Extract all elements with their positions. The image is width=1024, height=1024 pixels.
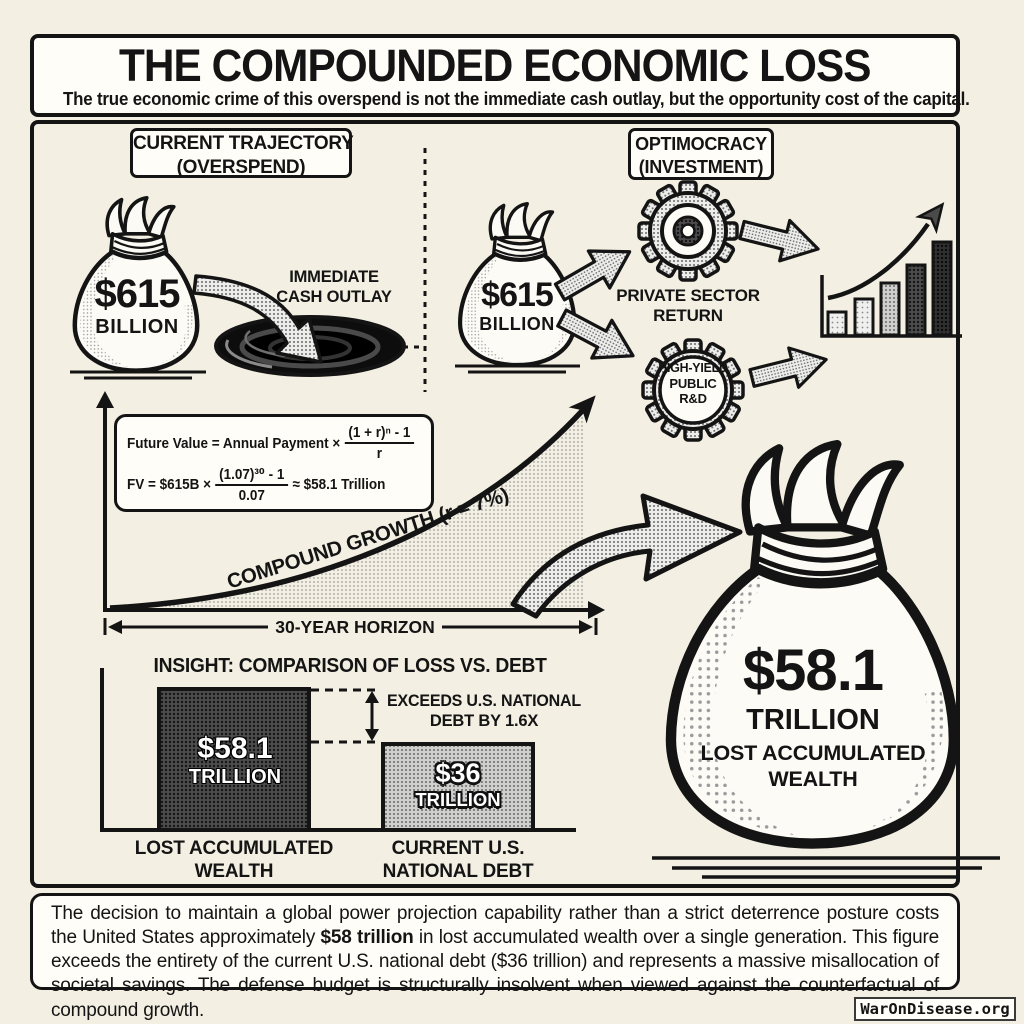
money-bag-615-right-icon	[455, 204, 580, 374]
insight-bar2-label: CURRENT U.S. NATIONAL DEBT	[382, 838, 534, 882]
money-bag-615-left-icon	[70, 198, 206, 380]
private-sector-return-label: PRIVATE SECTOR RETURN	[616, 286, 760, 326]
horizon-label: 30-YEAR HORIZON	[275, 617, 435, 637]
right-bag-amount: $615 BILLION	[450, 278, 584, 333]
optimocracy-line2: (INVESTMENT)	[638, 156, 764, 177]
current-trajectory-line2: (OVERSPEND)	[176, 156, 306, 178]
result-bag-unit: TRILLION	[746, 704, 880, 736]
title-panel: THE COMPOUNDED ECONOMIC LOSS The true ec…	[30, 34, 970, 117]
optimocracy-header: OPTIMOCRACY (INVESTMENT)	[628, 128, 774, 180]
future-value-formula-box: Future Value = Annual Payment × (1 + r)ⁿ…	[114, 414, 434, 512]
formula-line2: FV = $615B × (1.07)³⁰ - 1 0.07 ≈ $58.1 T…	[127, 465, 386, 504]
money-bag-result-icon	[652, 444, 1000, 879]
current-trajectory-header: CURRENT TRAJECTORY (OVERSPEND)	[130, 128, 354, 178]
panel-divider-dashed-line	[403, 148, 427, 392]
result-bag-amount: $58.1	[742, 638, 884, 703]
formula-line1: Future Value = Annual Payment × (1 + r)ⁿ…	[127, 424, 415, 462]
formula-line2-fraction: (1.07)³⁰ - 1 0.07	[215, 465, 288, 504]
main-diagram-panel	[30, 120, 960, 888]
left-bag-amount: $615 BILLION	[64, 274, 210, 337]
insight-title: INSIGHT: COMPARISON OF LOSS VS. DEBT	[153, 654, 547, 677]
gear-private-sector-icon	[637, 180, 739, 282]
right-bag-unit: BILLION	[479, 314, 555, 334]
footer-summary-text: The decision to maintain a global power …	[51, 903, 939, 1021]
insight-bar2-value: $36 TRILLION	[415, 758, 501, 811]
result-bag-text: $58.1 TRILLION LOST ACCUMULATED WEALTH	[645, 642, 981, 793]
gear-public-rd-icon	[641, 338, 745, 442]
immediate-cash-outlay-label: IMMEDIATE CASH OUTLAY	[276, 268, 392, 306]
high-yield-public-rd-label: HIGH-YIELD PUBLIC R&D	[658, 360, 728, 407]
cash-outlay-arrow-icon	[192, 274, 323, 364]
watermark-badge: WarOnDisease.org	[854, 997, 1016, 1021]
exceeds-debt-annotation: EXCEEDS U.S. NATIONAL DEBT BY 1.6X	[387, 692, 581, 730]
mini-bar-chart-icon	[820, 202, 962, 338]
insight-bar1-value: $58.1 TRILLION	[188, 732, 282, 789]
watermark-text: WarOnDisease.org	[860, 1000, 1010, 1018]
result-bag-caption-line1: LOST ACCUMULATED	[700, 741, 926, 765]
growth-curve-chart	[96, 391, 605, 619]
horizon-measure-line	[103, 618, 598, 635]
optimocracy-line1: OPTIMOCRACY	[635, 134, 767, 154]
arrow-growth-to-result-bag-icon	[510, 493, 743, 619]
exceeds-gap-arrow-icon	[365, 691, 379, 741]
insight-bar1-label: LOST ACCUMULATED WEALTH	[134, 838, 334, 882]
footer-bold-figure: $58 trillion	[320, 927, 414, 949]
insight-bar-chart	[100, 668, 576, 832]
page-title: THE COMPOUNDED ECONOMIC LOSS	[119, 40, 872, 91]
left-bag-unit: BILLION	[95, 316, 179, 338]
formula-line1-fraction: (1 + r)ⁿ - 1 r	[344, 424, 415, 462]
footer-summary-panel: The decision to maintain a global power …	[30, 893, 960, 1021]
page-subtitle: The true economic crime of this overspen…	[62, 89, 970, 110]
current-trajectory-line1: CURRENT TRAJECTORY	[133, 133, 354, 154]
result-bag-caption-line2: WEALTH	[768, 766, 858, 791]
